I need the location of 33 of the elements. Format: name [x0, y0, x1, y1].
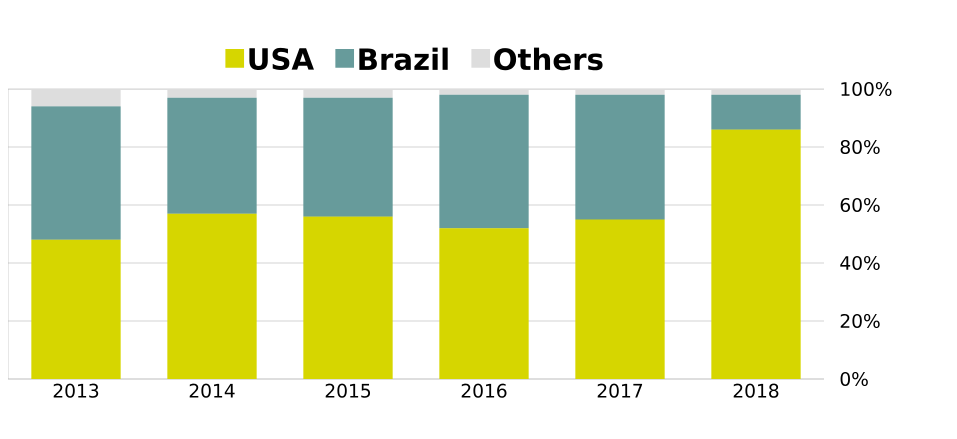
y-tick-label: 20%: [840, 314, 880, 328]
bar: [303, 88, 393, 98]
bar: [31, 88, 121, 106]
bar: [31, 240, 121, 379]
bar: [711, 130, 801, 379]
bar: [167, 214, 257, 379]
bar: [439, 94, 529, 228]
x-tick-label: 2016: [462, 384, 506, 398]
bar: [31, 106, 121, 240]
bar: [575, 88, 665, 95]
x-tick-label: 2013: [54, 384, 98, 398]
bar: [575, 94, 665, 220]
x-tick-label: 2018: [734, 384, 778, 398]
y-tick-label: 40%: [840, 256, 880, 270]
legend-label: Brazil: [359, 48, 448, 70]
legend-label: Others: [494, 48, 603, 70]
bar: [167, 98, 257, 214]
y-tick-label: 60%: [840, 198, 880, 212]
y-tick-label: 0%: [840, 372, 868, 386]
x-tick-label: 2015: [326, 384, 370, 398]
legend-label: USA: [249, 48, 314, 70]
bar: [439, 88, 529, 95]
bar: [439, 228, 529, 379]
y-tick-label: 100%: [841, 82, 892, 96]
bar: [303, 216, 393, 379]
bar: [711, 94, 801, 130]
bar: [167, 88, 257, 98]
y-tick-label: 80%: [840, 140, 880, 154]
x-tick-label: 2014: [190, 384, 235, 398]
x-tick-label: 2017: [598, 384, 642, 398]
bar: [711, 88, 801, 95]
bar: [303, 98, 393, 217]
bar: [575, 219, 665, 379]
